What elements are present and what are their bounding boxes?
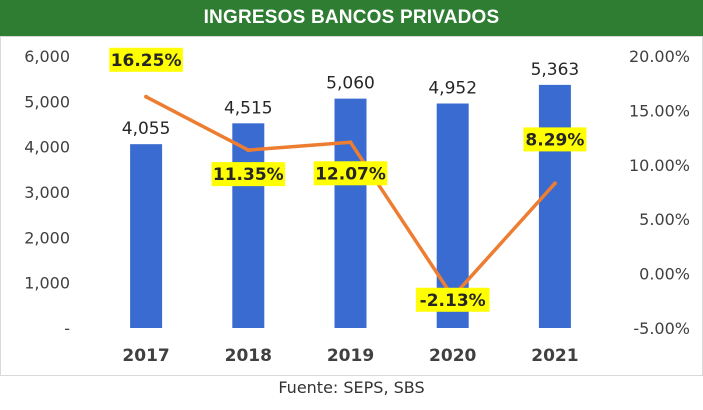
bar-2018 (232, 123, 265, 328)
line-label-box (313, 161, 388, 186)
bar-2017 (130, 144, 163, 328)
line-label-box (109, 47, 183, 72)
y-left-tick-label: 5,000 (24, 92, 70, 111)
y-left-tick-label: 3,000 (24, 183, 70, 202)
x-tick-label: 2017 (122, 346, 169, 366)
line-label-box (415, 287, 490, 312)
bar-value-label: 5,060 (326, 74, 375, 94)
line-label-box (523, 127, 587, 152)
y-left-tick-label: - (64, 319, 70, 338)
bar-2021 (538, 84, 571, 328)
y-right-tick-label: -5.00% (633, 319, 690, 338)
line-value-label: 8.29% (525, 130, 584, 150)
y-left-tick-label: 2,000 (24, 228, 70, 247)
bar-value-label: 5,363 (531, 60, 580, 80)
line-point-2017 (144, 94, 149, 99)
title-banner: INGRESOS BANCOS PRIVADOS (0, 0, 703, 36)
line-value-label: 12.07% (315, 164, 386, 184)
line-point-2019 (348, 140, 353, 145)
x-tick-label: 2019 (327, 346, 374, 366)
bar-value-label: 4,515 (224, 98, 273, 118)
line-value-label: -2.13% (420, 291, 486, 311)
line-value-label: 11.35% (213, 165, 284, 185)
line-point-2021 (552, 181, 557, 186)
y-right-tick-label: 15.00% (629, 101, 690, 120)
y-right-tick-label: 5.00% (639, 210, 690, 229)
y-right-tick-label: 10.00% (629, 156, 690, 175)
y-left-tick-label: 1,000 (24, 274, 70, 293)
line-point-2018 (246, 148, 251, 153)
x-tick-label: 2021 (531, 346, 578, 366)
bar-2019 (334, 98, 367, 328)
y-left-tick-label: 4,000 (24, 138, 70, 157)
x-tick-label: 2018 (225, 346, 272, 366)
line-label-box (211, 162, 286, 187)
chart-svg: - 1,000 2,000 3,000 4,000 5,000 6,000 -5.00% 0.0… (24, 47, 690, 366)
y-right-tick-label: 0.00% (639, 265, 690, 284)
bar-value-label: 4,055 (122, 119, 171, 139)
source-note: Fuente: SEPS, SBS (278, 378, 425, 397)
line-value-label: 16.25% (111, 51, 182, 71)
chart-title: INGRESOS BANCOS PRIVADOS (203, 7, 500, 28)
y-left-tick-label: 6,000 (24, 47, 70, 66)
y-right-tick-label: 20.00% (629, 47, 690, 66)
x-tick-label: 2020 (429, 346, 476, 366)
bar-value-label: 4,952 (428, 79, 477, 99)
